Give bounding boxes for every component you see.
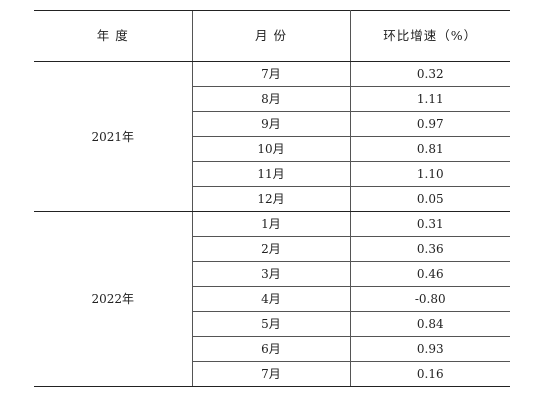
- month-cell: 11月: [192, 161, 351, 187]
- value-cell: 0.81: [350, 136, 510, 162]
- month-cell: 4月: [192, 286, 351, 312]
- table-row: 7月 0.16: [34, 361, 510, 387]
- month-cell: 7月: [192, 361, 351, 387]
- month-cell: 10月: [192, 136, 351, 162]
- value-cell: -0.80: [350, 286, 510, 312]
- value-cell: 1.11: [350, 86, 510, 112]
- header-row: 年 度 月 份 环比增速（%）: [34, 10, 510, 62]
- table-row: 4月 -0.80: [34, 286, 510, 312]
- table-row: 11月 1.10: [34, 161, 510, 187]
- table-body: 2021年 7月 0.32 8月 1.11 9月 0.97 10月 0.81 1…: [34, 61, 510, 387]
- month-cell: 7月: [192, 61, 351, 87]
- value-cell: 0.97: [350, 111, 510, 137]
- table-row: 5月 0.84: [34, 311, 510, 337]
- month-cell: 2月: [192, 236, 351, 262]
- month-cell: 8月: [192, 86, 351, 112]
- month-cell: 6月: [192, 336, 351, 362]
- value-cell: 0.05: [350, 186, 510, 212]
- value-cell: 0.32: [350, 61, 510, 87]
- value-cell: 0.31: [350, 211, 510, 237]
- month-cell: 5月: [192, 311, 351, 337]
- table-row: 8月 1.11: [34, 86, 510, 112]
- value-cell: 0.16: [350, 361, 510, 387]
- table-header: 年 度 月 份 环比增速（%）: [34, 10, 510, 62]
- value-cell: 0.93: [350, 336, 510, 362]
- year-cell-2021: 2021年: [34, 61, 193, 212]
- table-row: 10月 0.81: [34, 136, 510, 162]
- month-cell: 9月: [192, 111, 351, 137]
- value-cell: 0.84: [350, 311, 510, 337]
- month-cell: 3月: [192, 261, 351, 287]
- year-cell-2022: 2022年: [34, 211, 193, 387]
- header-year: 年 度: [34, 10, 192, 62]
- table-row: 3月 0.46: [34, 261, 510, 287]
- value-cell: 0.36: [350, 236, 510, 262]
- table-row: 6月 0.93: [34, 336, 510, 362]
- growth-rate-table: 年 度 月 份 环比增速（%） 2021年 7月 0.32 8月 1.11 9月…: [34, 10, 510, 387]
- month-cell: 1月: [192, 211, 351, 237]
- table-row: 2021年 7月 0.32: [34, 61, 510, 212]
- value-cell: 0.46: [350, 261, 510, 287]
- table-row: 2月 0.36: [34, 236, 510, 262]
- value-cell: 1.10: [350, 161, 510, 187]
- month-cell: 12月: [192, 186, 351, 212]
- header-mom-growth: 环比增速（%）: [350, 10, 510, 62]
- table-row: 2022年 1月 0.31: [34, 211, 510, 387]
- header-month: 月 份: [191, 10, 351, 62]
- table-row: 9月 0.97: [34, 111, 510, 137]
- table-row: 12月 0.05: [34, 186, 510, 212]
